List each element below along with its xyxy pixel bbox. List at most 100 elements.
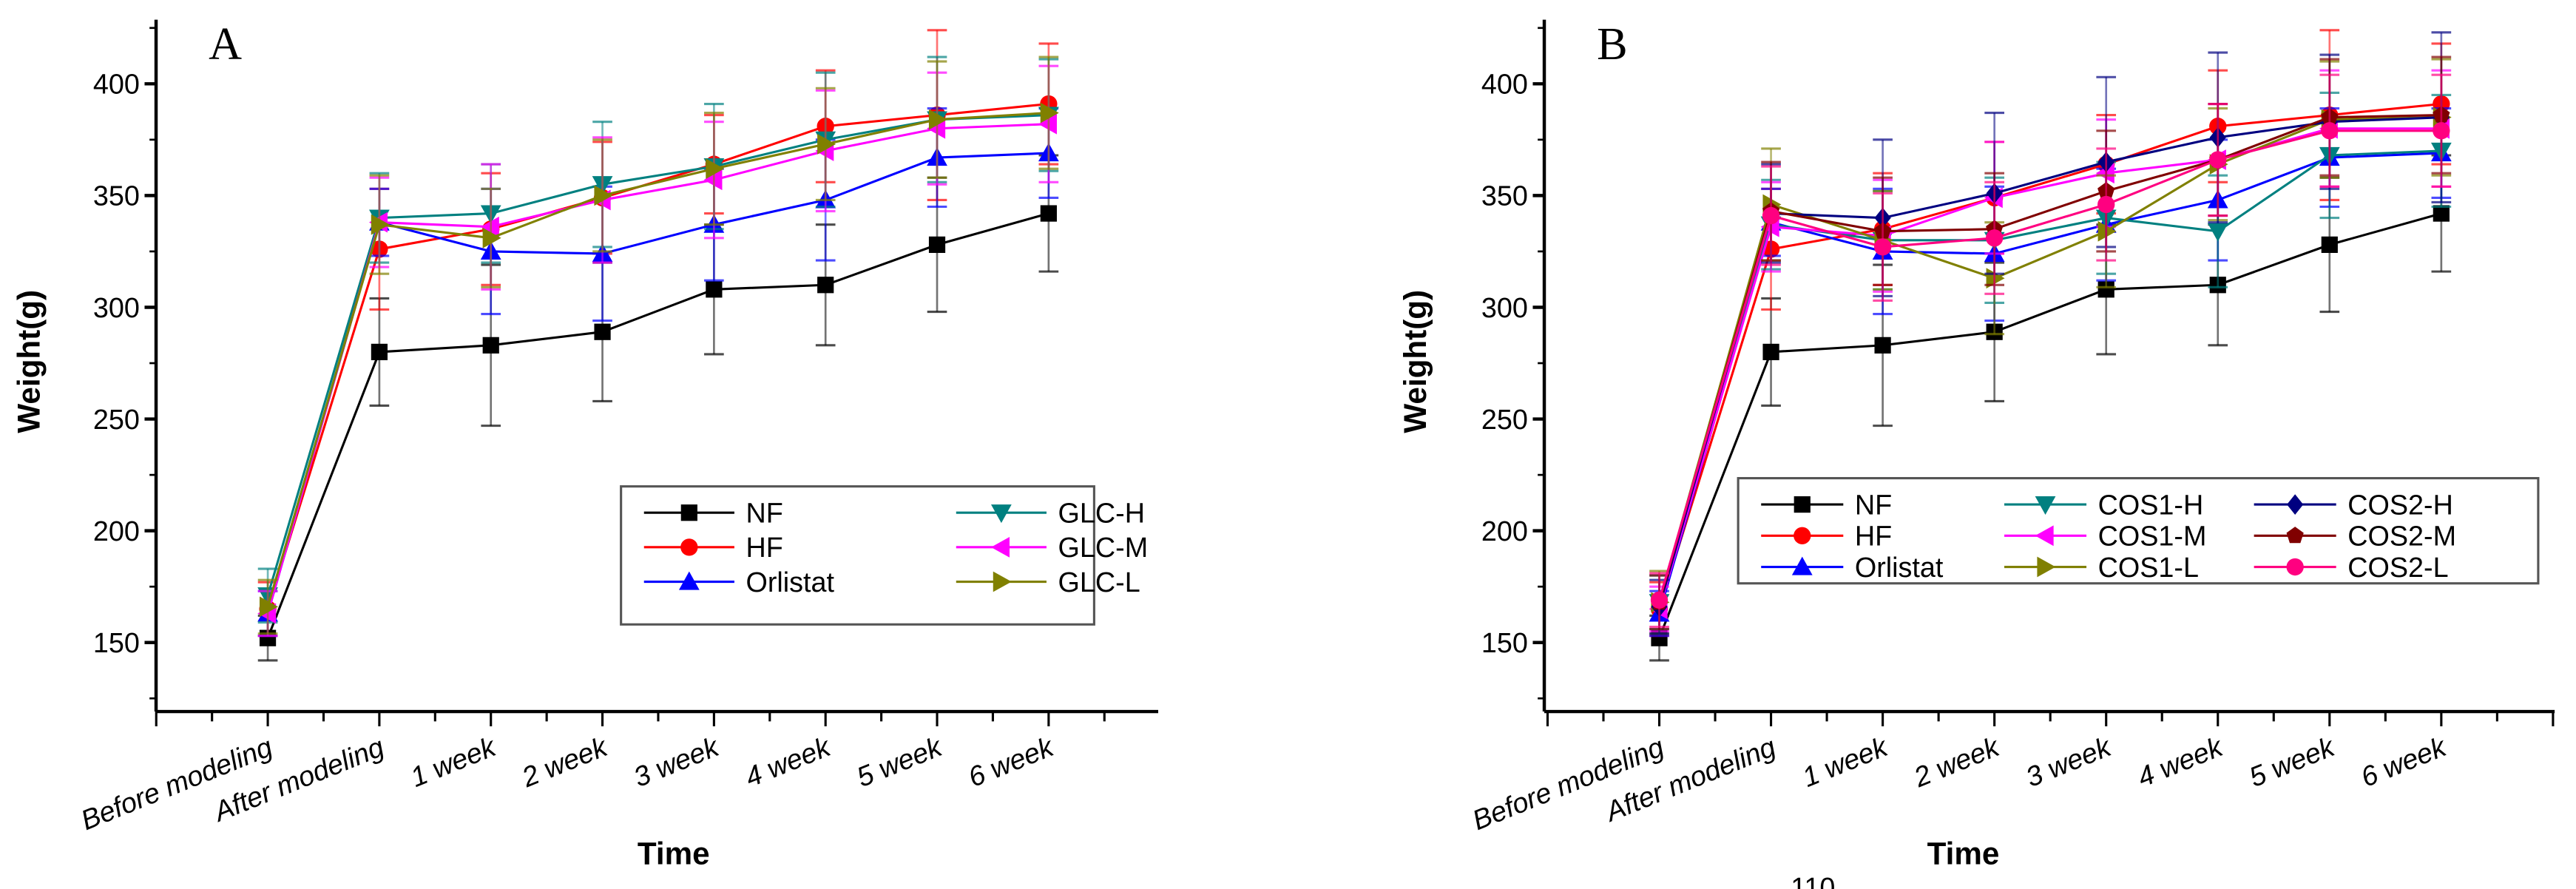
x-tick-label: 3 week: [629, 731, 725, 794]
series-glc-l: [257, 55, 1059, 635]
legend-marker: [680, 538, 698, 556]
series-line: [1658, 102, 2442, 609]
y-tick-label: 150: [1481, 628, 1528, 659]
series-line: [266, 112, 1049, 607]
legend-item: HF: [643, 533, 783, 564]
data-point: [1762, 343, 1779, 361]
legend-label: HF: [746, 533, 782, 564]
data-point: [594, 323, 611, 340]
legend-label: HF: [1855, 521, 1892, 552]
x-tick-label: 4 week: [741, 731, 836, 794]
data-point: [1040, 102, 1059, 124]
series-line: [1658, 212, 2442, 639]
legend-item: COS2-H: [2254, 490, 2453, 521]
data-point: [1762, 206, 1780, 225]
x-tick-label: 6 week: [2356, 731, 2452, 794]
x-tick-label: 2 week: [1909, 731, 2005, 794]
legend-marker: [2035, 525, 2054, 547]
legend-item: Orlistat: [1761, 552, 1944, 584]
legend-label: GLC-H: [1058, 498, 1145, 530]
data-point: [817, 134, 836, 155]
y-tick-label: 300: [1481, 293, 1528, 324]
legend-item: NF: [1761, 490, 1892, 521]
series-line: [1658, 127, 2441, 609]
legend-marker: [990, 504, 1012, 524]
data-point: [2433, 122, 2450, 140]
x-tick-label: 1 week: [406, 731, 501, 794]
legend-marker: [2037, 556, 2056, 578]
data-point: [2433, 205, 2450, 222]
legend-box: [1737, 476, 2540, 585]
stray-label: 110: [1791, 873, 1835, 889]
legend-item: COS2-L: [2254, 552, 2449, 584]
y-tick-label: 250: [93, 405, 140, 436]
legend-label: NF: [746, 498, 782, 530]
legend-item: COS1-M: [2004, 521, 2206, 552]
legend-marker: [2286, 558, 2304, 576]
data-point: [1873, 238, 1892, 256]
data-point: [2097, 195, 2115, 214]
data-point: [2097, 220, 2117, 242]
y-axis-title: Weight(g): [1398, 290, 1433, 433]
legend-marker: [1791, 556, 1813, 575]
y-axis-title: Weight(g): [11, 290, 46, 433]
data-point: [928, 236, 946, 253]
data-point: [703, 169, 723, 191]
data-point: [480, 216, 499, 237]
data-point: [1874, 337, 1891, 354]
legend-label: COS1-L: [2098, 552, 2199, 584]
data-point: [1038, 113, 1057, 135]
data-point: [371, 214, 390, 235]
x-tick-label: 5 week: [2245, 731, 2340, 794]
data-point: [927, 118, 946, 139]
series-line: [1658, 129, 2441, 601]
legend-marker: [2035, 496, 2056, 515]
y-tick-label: 250: [1481, 405, 1528, 436]
panel-label: B: [1597, 19, 1627, 70]
y-tick-label: 400: [1481, 70, 1528, 101]
data-point: [482, 337, 499, 354]
legend-item: NF: [643, 498, 783, 530]
y-tick-label: 300: [93, 293, 140, 324]
legend-label: GLC-M: [1058, 533, 1149, 564]
legend-box: [620, 485, 1095, 626]
legend-marker: [2287, 494, 2304, 515]
legend-item: GLC-L: [956, 567, 1140, 598]
x-tick-label: 3 week: [2021, 731, 2117, 794]
data-point: [1985, 229, 2004, 247]
y-tick-label: 200: [1481, 516, 1528, 547]
y-tick-label: 350: [1481, 181, 1528, 212]
legend-item: COS1-H: [2004, 490, 2203, 521]
legend-item: GLC-H: [956, 498, 1145, 530]
y-tick-label: 200: [93, 516, 140, 547]
legend-marker: [993, 571, 1012, 592]
legend-item: Orlistat: [643, 567, 835, 598]
legend-label: COS1-H: [2098, 490, 2204, 521]
data-point: [1650, 591, 1669, 609]
x-tick-label: 2 week: [517, 731, 613, 794]
data-point: [2321, 122, 2339, 140]
legend-marker: [680, 504, 697, 521]
legend-label: Orlistat: [746, 567, 834, 598]
data-point: [2209, 151, 2227, 169]
data-point: [706, 281, 723, 298]
x-tick-label: 1 week: [1798, 731, 1893, 794]
data-point: [371, 343, 388, 361]
data-point: [2095, 163, 2114, 184]
legend-label: COS2-L: [2347, 552, 2448, 584]
y-tick-label: 400: [93, 70, 140, 101]
legend-item: COS1-L: [2004, 552, 2199, 584]
legend-marker: [1794, 527, 1811, 544]
data-point: [2321, 236, 2338, 253]
y-tick-label: 350: [93, 181, 140, 212]
legend-label: COS2-H: [2347, 490, 2453, 521]
x-axis-title: Time: [1927, 836, 2000, 871]
panel-label: A: [209, 19, 242, 70]
legend-label: COS2-M: [2347, 521, 2456, 552]
series-line: [266, 123, 1049, 614]
legend-label: NF: [1855, 490, 1892, 521]
